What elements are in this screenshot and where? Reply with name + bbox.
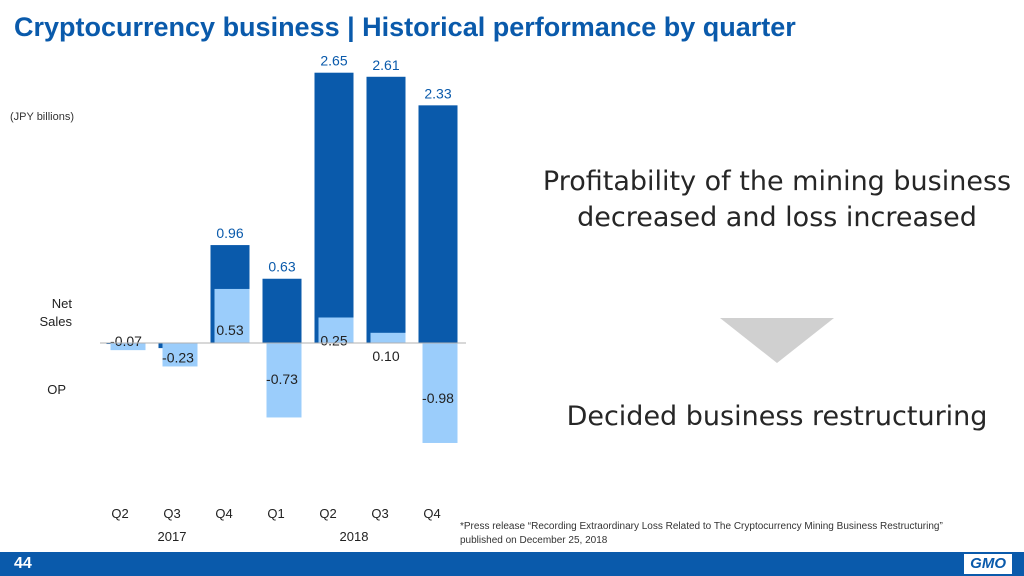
net-sales-data-label: 0.63: [268, 259, 295, 275]
net-sales-data-label: 2.33: [424, 85, 451, 101]
op-bar: [110, 343, 146, 351]
net-sales-bar: [262, 278, 302, 343]
message-profitability: Profitability of the mining business dec…: [542, 166, 1012, 233]
series-label-net-sales-1: Net: [52, 296, 73, 311]
op-bar: [370, 332, 406, 343]
message-restructuring: Decided business restructuring: [566, 401, 988, 432]
x-tick-label: Q3: [163, 506, 180, 521]
net-sales-data-label: 2.65: [320, 53, 347, 69]
op-bar: [318, 317, 354, 343]
op-bar: [266, 343, 302, 418]
year-label: 2017: [158, 529, 187, 544]
footnote: *Press release “Recording Extraordinary …: [460, 520, 943, 548]
net-sales-data-label: 2.61: [372, 57, 399, 73]
unit-label: (JPY billions): [10, 111, 74, 123]
series-label-net-sales-2: Sales: [39, 314, 72, 329]
series-label-op: OP: [47, 382, 66, 397]
op-data-label: 0.10: [372, 348, 399, 364]
x-tick-label: Q2: [319, 506, 336, 521]
bar-chart: (JPY billions) 0.96 0.63 2.65 2.61 2.33 -0.07 -…: [10, 53, 466, 544]
op-bar: [214, 288, 250, 343]
x-tick-label: Q1: [267, 506, 284, 521]
x-tick-label: Q2: [111, 506, 128, 521]
op-bar: [162, 343, 198, 367]
op-bar: [422, 343, 458, 443]
net-sales-bar: [418, 105, 458, 343]
year-label: 2018: [340, 529, 369, 544]
op-data-label: -0.98: [422, 390, 454, 406]
x-tick-label: Q4: [215, 506, 232, 521]
net-sales-bar: [366, 76, 406, 343]
net-sales-bar: [314, 72, 354, 343]
down-arrow-icon: [720, 318, 834, 363]
page-title: Cryptocurrency business | Historical per…: [14, 12, 796, 42]
op-data-label: -0.73: [266, 371, 298, 387]
footnote-line-1: *Press release “Recording Extraordinary …: [460, 521, 943, 532]
x-tick-label: Q4: [423, 506, 440, 521]
page-number: 44: [14, 555, 32, 572]
op-data-label: -0.23: [162, 349, 194, 365]
net-sales-data-label: 0.96: [216, 225, 243, 241]
op-data-label: 0.53: [216, 322, 243, 338]
footer-bar: 44 GMO: [0, 552, 1024, 576]
footnote-line-2: published on December 25, 2018: [460, 535, 608, 546]
gmo-logo: GMO: [964, 554, 1012, 574]
op-data-label: 0.25: [320, 333, 347, 349]
x-tick-label: Q3: [371, 506, 388, 521]
op-data-label: -0.07: [110, 333, 142, 349]
